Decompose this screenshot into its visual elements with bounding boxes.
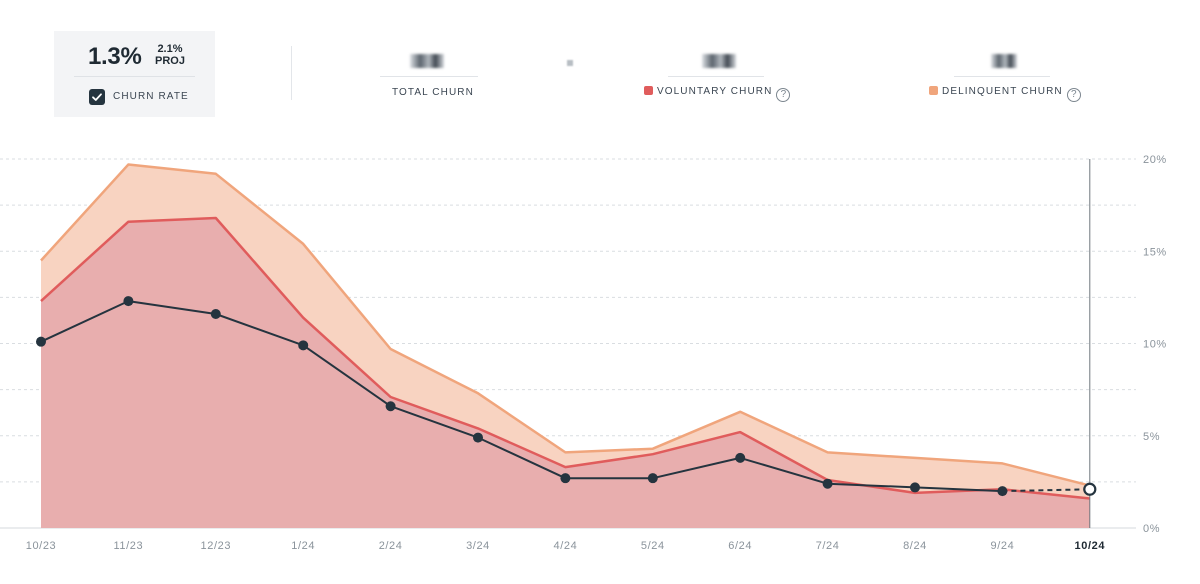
churn-rate-point xyxy=(647,473,658,484)
metric-underline xyxy=(954,76,1050,77)
projected-rate: 2.1% PROJ xyxy=(155,43,185,67)
churn-rate-point xyxy=(473,432,483,443)
x-tick-label: 5/24 xyxy=(641,540,665,552)
churn-rate-point xyxy=(123,296,134,307)
metric-delinquent-churn[interactable]: DELINQUENT CHURN? xyxy=(929,52,1089,102)
help-icon[interactable]: ? xyxy=(1066,88,1081,102)
projected-rate-value: 2.1% xyxy=(157,43,183,55)
metric-underline xyxy=(380,76,478,77)
churn-rate-point xyxy=(910,482,920,493)
card-divider xyxy=(74,76,195,77)
x-tick-label: 6/24 xyxy=(728,540,752,552)
churn-rate-point xyxy=(385,401,396,412)
redacted-value xyxy=(991,54,1017,68)
churn-rate-point xyxy=(997,486,1008,497)
churn-rate-card: 1.3% 2.1% PROJ CHURN RATE xyxy=(54,31,215,117)
y-tick-label: 20% xyxy=(1143,154,1167,166)
voluntary-churn-label: VOLUNTARY CHURN xyxy=(657,86,773,97)
redacted-value xyxy=(702,54,736,68)
metric-total-churn[interactable]: TOTAL CHURN xyxy=(380,52,480,102)
metric-label: DELINQUENT CHURN? xyxy=(929,86,1081,102)
metric-underline xyxy=(668,76,764,77)
delinquent-churn-area xyxy=(41,164,1090,499)
y-tick-label: 15% xyxy=(1143,246,1167,258)
churn-rate-projected-point xyxy=(1083,482,1097,496)
checkmark-icon xyxy=(92,93,102,101)
projected-rate-label: PROJ xyxy=(155,55,185,67)
y-tick-label: 0% xyxy=(1143,523,1160,535)
header-divider xyxy=(291,46,292,100)
y-tick-label: 10% xyxy=(1143,339,1167,351)
delinquent-churn-label: DELINQUENT CHURN xyxy=(942,86,1063,97)
delinquent-churn-line xyxy=(40,163,1091,487)
metric-label: TOTAL CHURN xyxy=(392,87,474,98)
redacted-value xyxy=(410,54,444,68)
churn-rate-point xyxy=(735,452,746,463)
churn-rate-label: CHURN RATE xyxy=(113,91,189,102)
voluntary-churn-line xyxy=(40,216,1090,500)
churn-rate-projection-line xyxy=(1002,488,1090,493)
x-tick-label: 8/24 xyxy=(903,540,927,552)
churn-rate-point xyxy=(210,308,221,319)
churn-rate-point xyxy=(560,473,571,484)
churn-rate-point xyxy=(298,340,309,351)
voluntary-churn-area xyxy=(41,218,1090,528)
x-tick-label: 4/24 xyxy=(553,540,577,552)
y-tick-label: 5% xyxy=(1143,431,1160,443)
x-tick-label: 10/23 xyxy=(26,540,57,552)
x-tick-label: 12/23 xyxy=(201,540,232,552)
delinquent-churn-swatch xyxy=(929,86,938,95)
x-tick-label: 3/24 xyxy=(466,540,490,552)
voluntary-churn-swatch xyxy=(644,86,653,95)
x-tick-label: 11/23 xyxy=(114,540,144,552)
churn-rate-checkbox[interactable] xyxy=(89,89,105,105)
metric-label: VOLUNTARY CHURN? xyxy=(644,86,791,102)
churn-rate-value: 1.3% xyxy=(88,43,142,70)
metric-voluntary-churn[interactable]: VOLUNTARY CHURN? xyxy=(644,52,794,102)
churn-rate-point xyxy=(36,336,46,347)
redacted-mark xyxy=(567,60,573,66)
help-icon[interactable]: ? xyxy=(776,88,791,102)
churn-rate-line xyxy=(40,300,1003,493)
x-tick-label: 2/24 xyxy=(379,540,403,552)
x-tick-label: 10/24 xyxy=(1075,540,1106,552)
x-tick-label: 9/24 xyxy=(990,540,1014,552)
x-tick-label: 7/24 xyxy=(816,540,840,552)
churn-rate-point xyxy=(822,478,833,489)
x-tick-label: 1/24 xyxy=(291,540,315,552)
